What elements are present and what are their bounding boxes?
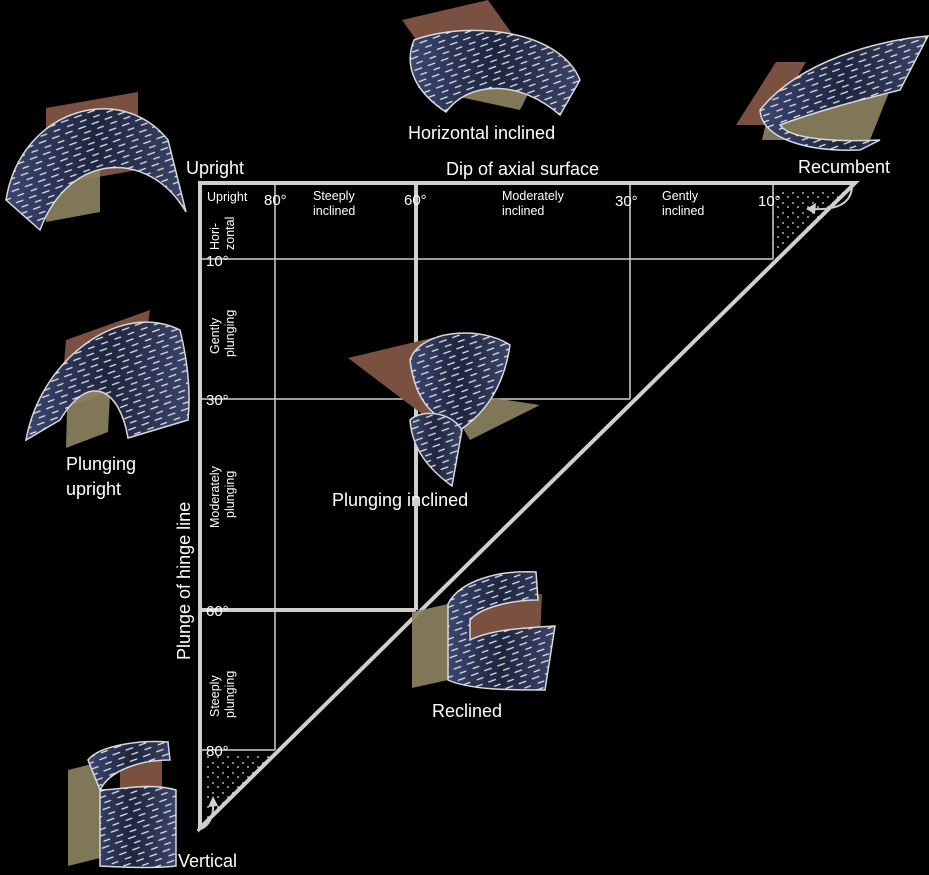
triangle-outline	[198, 181, 860, 833]
reclined-fold-illustration	[412, 571, 556, 691]
vertical-zone-stipple	[205, 756, 272, 822]
horizontal-inclined-fold-illustration	[402, 0, 581, 117]
plunge-tick-60: 60°	[206, 603, 229, 620]
dip-tick-30: 30°	[615, 193, 638, 210]
plunge-zone-steeply-1: Steeply	[208, 675, 222, 717]
dip-zone-moderately-1: Moderately	[502, 189, 565, 203]
classification-triangle	[198, 181, 860, 833]
dip-axis-title: Dip of axial surface	[446, 159, 599, 179]
plunge-zone-moderately-1: Moderately	[208, 465, 222, 528]
recumbent-fold-illustration	[736, 35, 929, 151]
plunging-inclined-fold-illustration	[348, 332, 540, 488]
recumbent-zone-stipple	[773, 189, 849, 259]
vertical-label: Vertical	[178, 851, 237, 871]
dip-zone-gently-2: inclined	[662, 204, 704, 218]
dip-tick-80: 80°	[264, 192, 287, 209]
dip-zone-moderately-2: inclined	[502, 204, 544, 218]
plunging-upright-label-1: Plunging	[66, 454, 136, 474]
dip-zone-gently-1: Gently	[662, 189, 699, 203]
plunge-tick-30: 30°	[206, 392, 229, 409]
plunging-upright-fold-illustration	[24, 310, 190, 448]
vertical-arrowhead	[208, 796, 218, 807]
recumbent-arrow	[811, 187, 853, 211]
dip-zone-steeply-2: inclined	[313, 204, 355, 218]
vertical-fold-illustration	[68, 740, 177, 869]
plunging-inclined-label: Plunging inclined	[332, 490, 468, 510]
plunging-upright-label-2: upright	[66, 479, 121, 499]
plunge-zone-gently-1: Gently	[208, 317, 222, 354]
dip-tick-60: 60°	[404, 192, 427, 209]
recumbent-arrowhead	[806, 203, 816, 214]
reclined-label: Reclined	[432, 701, 502, 721]
dip-tick-upright: Upright	[207, 190, 248, 204]
dip-tick-10: 10°	[758, 193, 781, 210]
plunge-zone-horizontal-1: Hori-	[208, 223, 222, 250]
horizontal-inclined-label: Horizontal inclined	[408, 123, 555, 143]
recumbent-label: Recumbent	[798, 157, 890, 177]
dip-zone-steeply-1: Steeply	[313, 189, 355, 203]
plunge-axis-title: Plunge of hinge line	[174, 502, 194, 660]
upright-fold-illustration	[5, 92, 187, 232]
plunge-tick-80: 80°	[206, 743, 229, 760]
upright-label: Upright	[186, 158, 244, 178]
plunge-zone-horizontal-2: zontal	[223, 217, 237, 250]
plunge-zone-gently-2: plunging	[223, 310, 237, 357]
plunge-zone-moderately-2: plunging	[223, 471, 237, 518]
vertical-arrow	[196, 802, 215, 831]
plunge-zone-steeply-2: plunging	[223, 671, 237, 718]
plunge-tick-10: 10°	[206, 253, 229, 270]
